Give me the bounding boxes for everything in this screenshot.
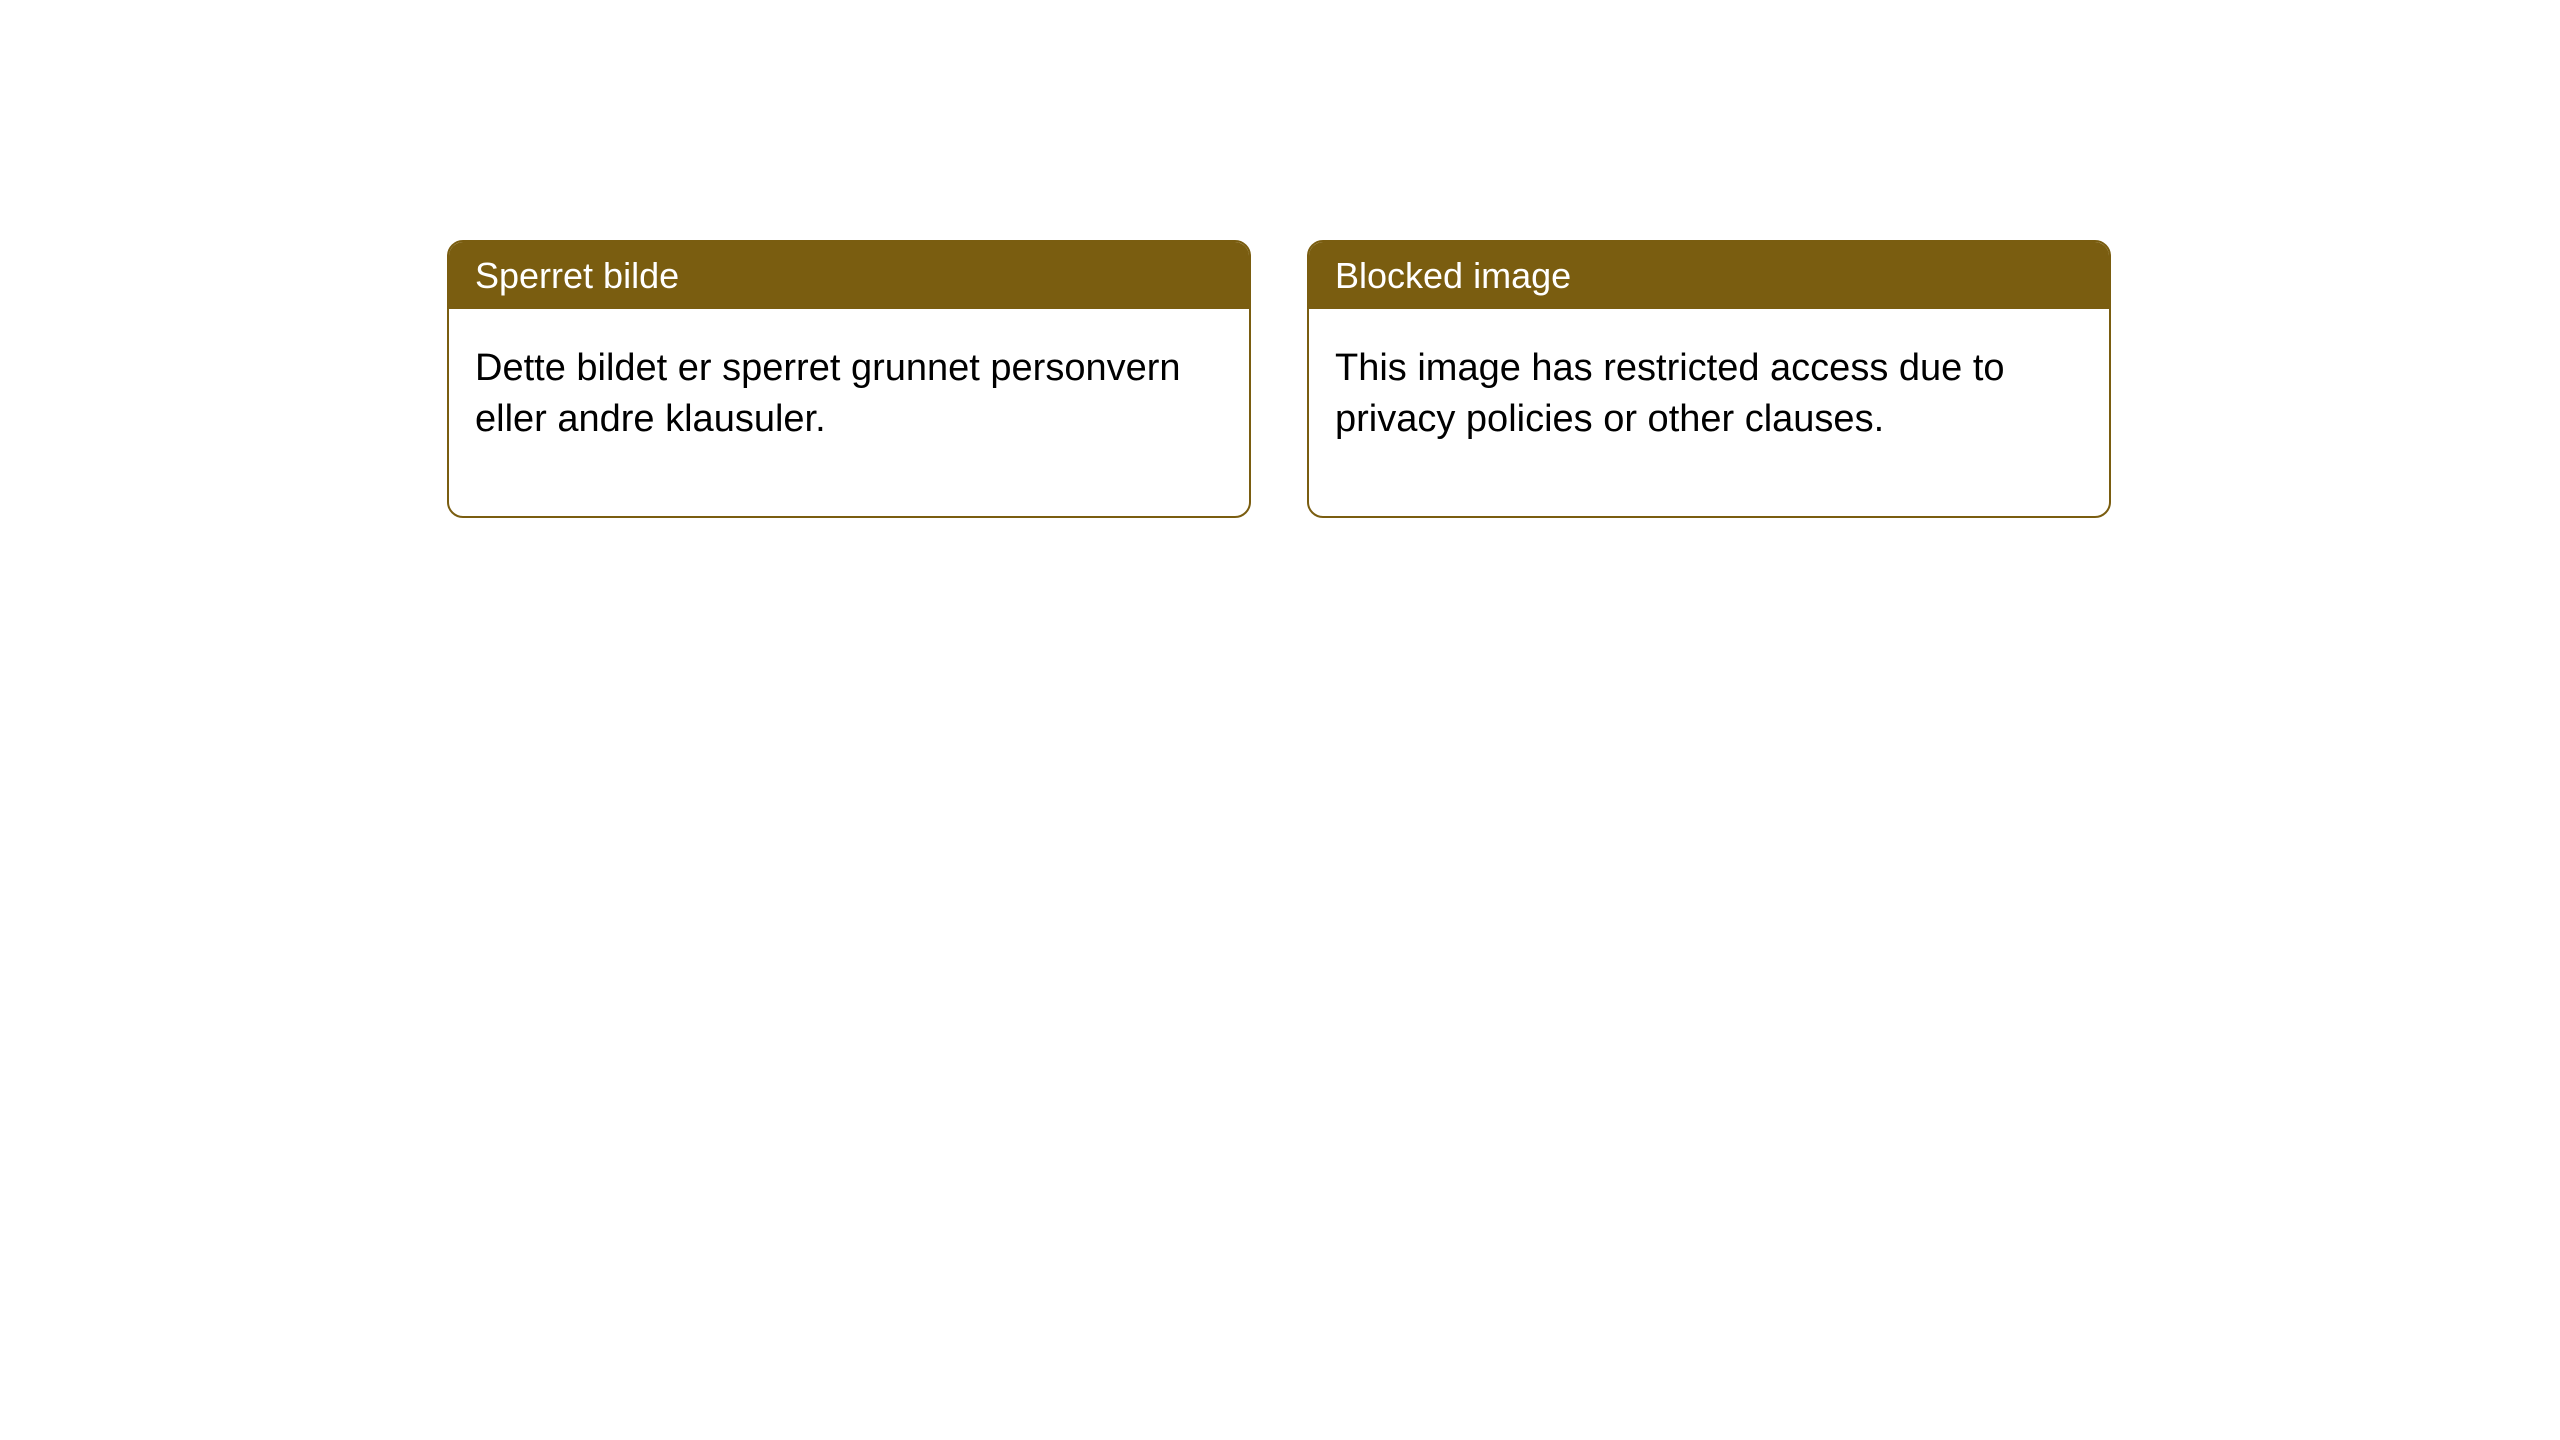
card-message-en: This image has restricted access due to … [1335, 347, 2005, 440]
card-header-no: Sperret bilde [449, 242, 1249, 309]
card-body-en: This image has restricted access due to … [1309, 309, 2109, 516]
card-title-no: Sperret bilde [475, 255, 679, 296]
card-body-no: Dette bildet er sperret grunnet personve… [449, 309, 1249, 516]
blocked-image-cards: Sperret bilde Dette bildet er sperret gr… [447, 240, 2111, 518]
blocked-image-card-en: Blocked image This image has restricted … [1307, 240, 2111, 518]
card-title-en: Blocked image [1335, 255, 1571, 296]
card-header-en: Blocked image [1309, 242, 2109, 309]
card-message-no: Dette bildet er sperret grunnet personve… [475, 347, 1181, 440]
blocked-image-card-no: Sperret bilde Dette bildet er sperret gr… [447, 240, 1251, 518]
